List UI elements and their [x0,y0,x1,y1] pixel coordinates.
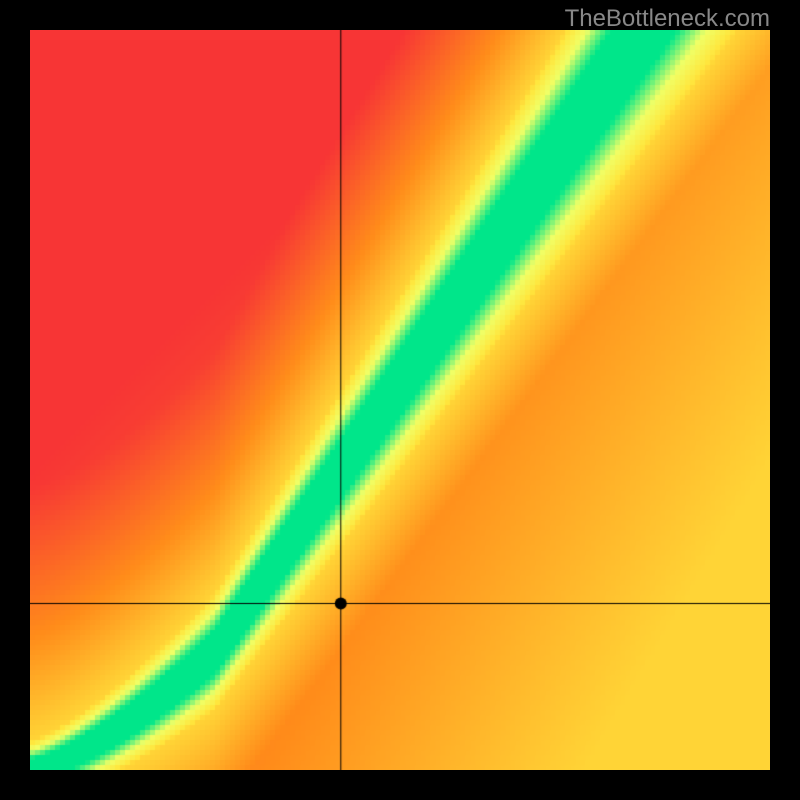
watermark-text: TheBottleneck.com [565,5,770,33]
chart-container: TheBottleneck.com [0,0,800,800]
bottleneck-heatmap [30,30,770,770]
